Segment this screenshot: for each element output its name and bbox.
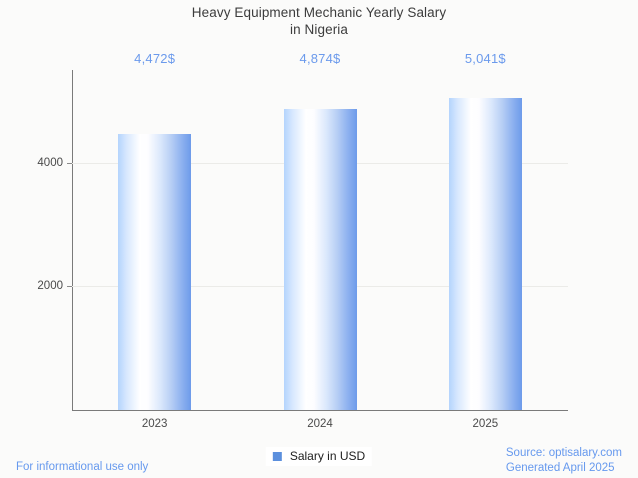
bar-value-label-2023: 4,472$ [134,51,176,66]
source-info: Source: optisalary.com Generated April 2… [506,446,622,476]
y-axis-tick-label: 4000 [37,156,63,169]
chart-title-line-1: Heavy Equipment Mechanic Yearly Salary [191,5,447,20]
y-axis-line [72,70,73,411]
y-axis-tick [67,162,72,164]
bar-2025[interactable] [448,98,522,410]
chart-title: Heavy Equipment Mechanic Yearly Salary i… [0,4,638,38]
chart-legend[interactable]: Salary in USD [265,447,373,466]
bar-2024[interactable] [283,108,357,410]
generated-text: Generated April 2025 [505,462,615,474]
x-axis-line [72,410,568,411]
chart-title-line-2: in Nigeria [289,22,349,37]
bar-2023[interactable] [118,133,192,410]
legend-swatch-icon [272,451,282,461]
x-axis-label-2023: 2023 [141,418,168,430]
disclaimer-text: For informational use only [16,461,149,473]
x-axis-label-2024: 2024 [307,418,333,430]
y-axis-tick-label: 2000 [37,280,63,293]
plot-area: 2000 4000 [37,70,568,410]
x-axis-label-2025: 2025 [472,418,499,430]
y-axis-tick [67,286,72,288]
bar-value-label-2025: 5,041$ [464,51,506,66]
legend-label: Salary in USD [289,449,366,463]
source-text: Source: optisalary.com [505,447,622,459]
bar-value-label-2024: 4,874$ [299,51,341,66]
